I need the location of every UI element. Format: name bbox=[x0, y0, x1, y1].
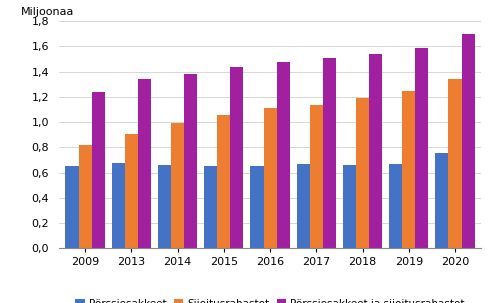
Text: Miljoonaa: Miljoonaa bbox=[21, 7, 74, 17]
Bar bbox=[138, 79, 151, 248]
Bar bbox=[436, 152, 448, 248]
Bar bbox=[297, 164, 310, 248]
Bar bbox=[230, 67, 244, 248]
Bar bbox=[79, 145, 92, 248]
Bar bbox=[158, 165, 171, 248]
Bar bbox=[217, 115, 230, 248]
Bar bbox=[184, 74, 197, 248]
Bar bbox=[402, 91, 415, 248]
Bar bbox=[65, 166, 79, 248]
Bar bbox=[343, 165, 356, 248]
Bar bbox=[250, 166, 264, 248]
Bar bbox=[92, 92, 105, 248]
Bar bbox=[310, 105, 323, 248]
Bar bbox=[448, 79, 462, 248]
Bar bbox=[276, 62, 290, 248]
Bar bbox=[171, 124, 184, 248]
Bar bbox=[415, 48, 428, 248]
Bar bbox=[462, 34, 475, 248]
Bar bbox=[264, 108, 276, 248]
Bar bbox=[323, 58, 336, 248]
Bar bbox=[204, 166, 217, 248]
Bar bbox=[356, 98, 369, 248]
Legend: Pörssiosakkeet, Sijoitusrahastot, Pörssiosakkeet ja sijoitusrahastot: Pörssiosakkeet, Sijoitusrahastot, Pörssi… bbox=[71, 295, 469, 303]
Bar bbox=[369, 54, 382, 248]
Bar bbox=[111, 163, 125, 248]
Bar bbox=[125, 134, 138, 248]
Bar bbox=[389, 164, 402, 248]
